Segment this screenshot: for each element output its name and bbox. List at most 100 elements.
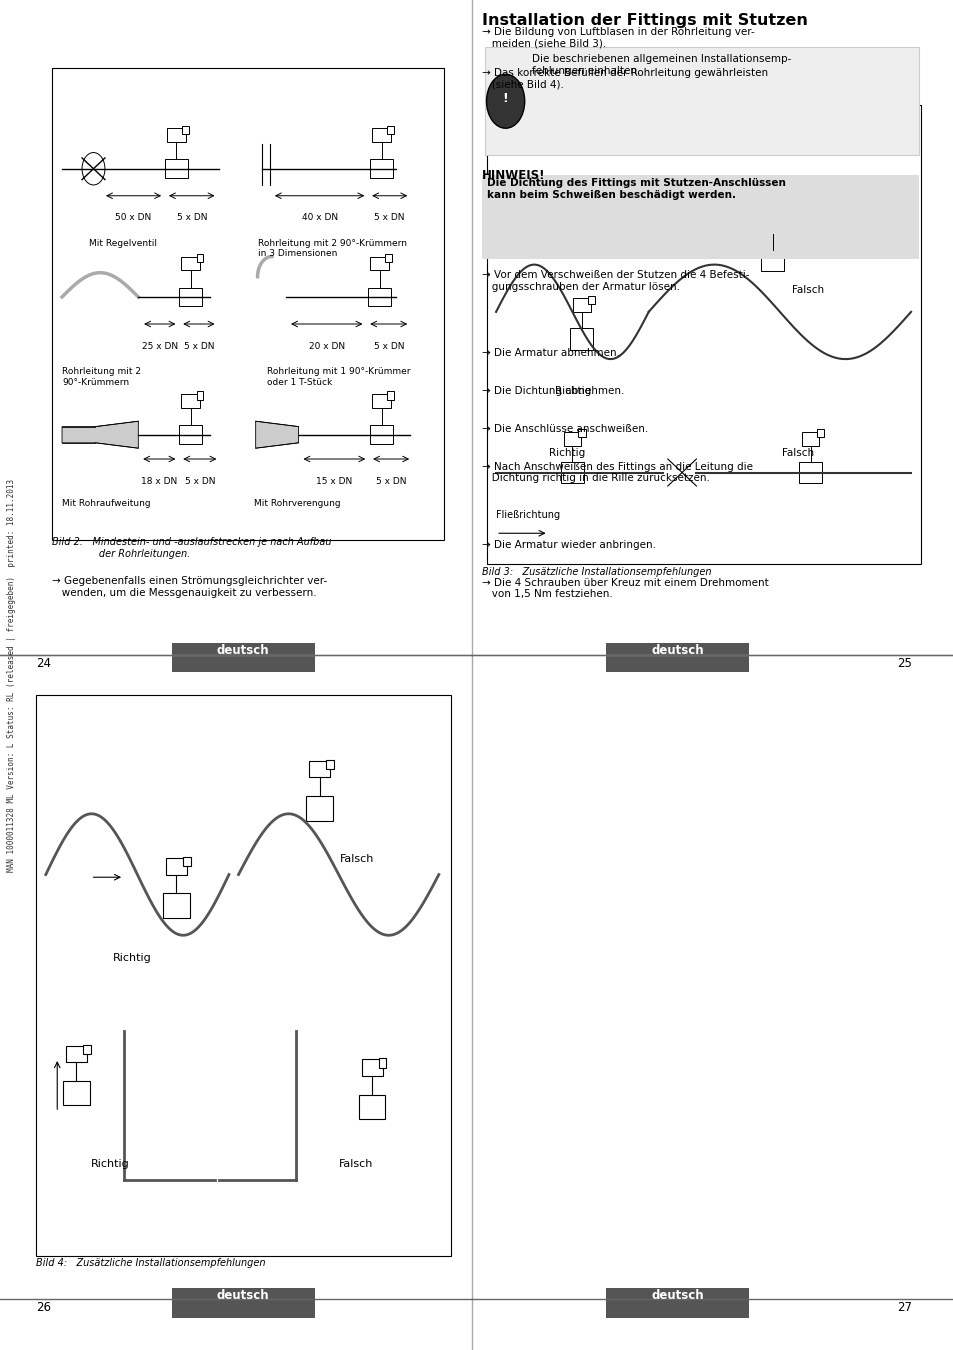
Text: 15 x DN: 15 x DN <box>316 477 352 486</box>
Bar <box>309 761 330 778</box>
Bar <box>181 256 200 270</box>
Text: Mit Rohrverengung: Mit Rohrverengung <box>253 500 340 509</box>
Text: Bild 3:   Zusätzliche Installationsempfehlungen: Bild 3: Zusätzliche Installationsempfehl… <box>481 567 711 576</box>
Text: Die Dichtung des Fittings mit Stutzen-Anschlüssen
kann beim Schweißen beschädigt: Die Dichtung des Fittings mit Stutzen-An… <box>486 178 784 200</box>
Bar <box>172 643 314 672</box>
Circle shape <box>486 74 524 128</box>
Bar <box>63 1081 90 1106</box>
Bar <box>165 159 188 178</box>
Text: Rohrleitung mit 2
90°-Krümmern: Rohrleitung mit 2 90°-Krümmern <box>62 367 141 386</box>
Bar <box>801 432 819 446</box>
Bar <box>387 126 394 134</box>
Bar <box>560 462 583 483</box>
Bar <box>361 1060 382 1076</box>
Text: 26: 26 <box>36 1301 51 1315</box>
Text: Bild 4:   Zusätzliche Installationsempfehlungen: Bild 4: Zusätzliche Installationsempfehl… <box>36 1258 266 1268</box>
Text: 50 x DN: 50 x DN <box>115 213 152 223</box>
Bar <box>385 254 392 262</box>
Text: → Das korrekte Befüllen der Rohrleitung gewährleisten
   (siehe Bild 4).: → Das korrekte Befüllen der Rohrleitung … <box>481 68 767 89</box>
Bar <box>196 254 203 262</box>
Bar <box>83 1045 91 1054</box>
Text: 5 x DN: 5 x DN <box>374 342 403 351</box>
Bar <box>605 643 748 672</box>
Bar <box>36 695 451 1256</box>
Text: 5 x DN: 5 x DN <box>185 477 214 486</box>
Bar <box>778 217 785 225</box>
Bar <box>563 432 580 446</box>
Text: Mit Regelventil: Mit Regelventil <box>89 239 156 248</box>
Text: 24: 24 <box>36 657 51 671</box>
Text: Falsch: Falsch <box>338 1160 373 1169</box>
Text: 20 x DN: 20 x DN <box>309 342 344 351</box>
Text: Richtig: Richtig <box>91 1160 130 1169</box>
Bar <box>370 256 389 270</box>
Bar <box>358 1095 385 1119</box>
Text: → Gegebenenfalls einen Strömungsgleichrichter ver-
   wenden, um die Messgenauig: → Gegebenenfalls einen Strömungsgleichri… <box>52 576 328 598</box>
Text: deutsch: deutsch <box>650 1289 703 1303</box>
Bar <box>163 894 190 918</box>
Text: 5 x DN: 5 x DN <box>375 477 406 486</box>
Text: → Die 4 Schrauben über Kreuz mit einem Drehmoment
   von 1,5 Nm festziehen.: → Die 4 Schrauben über Kreuz mit einem D… <box>481 578 768 599</box>
Text: Richtig: Richtig <box>555 386 591 396</box>
Bar <box>183 857 191 867</box>
Text: Installation der Fittings mit Stutzen: Installation der Fittings mit Stutzen <box>481 14 807 28</box>
Bar <box>166 859 187 875</box>
Text: → Die Dichtung abnehmen.: → Die Dichtung abnehmen. <box>481 386 623 396</box>
Text: 27: 27 <box>896 1301 911 1315</box>
Bar <box>181 394 200 408</box>
Text: Richtig: Richtig <box>548 448 584 458</box>
Text: deutsch: deutsch <box>216 1289 270 1303</box>
Text: → Nach Anschweißen des Fittings an die Leitung die
   Dichtung richtig in die Ri: → Nach Anschweißen des Fittings an die L… <box>481 462 752 483</box>
Bar <box>587 296 595 304</box>
Bar <box>799 462 821 483</box>
Text: Falsch: Falsch <box>339 855 374 864</box>
Bar <box>179 425 202 444</box>
Text: !: ! <box>502 92 508 105</box>
Bar <box>52 68 443 540</box>
Bar <box>605 1288 748 1318</box>
Text: Rohrleitung mit 1 90°-Krümmer
oder 1 T-Stück: Rohrleitung mit 1 90°-Krümmer oder 1 T-S… <box>267 367 410 386</box>
Text: HINWEIS!: HINWEIS! <box>481 169 545 182</box>
Polygon shape <box>255 421 298 448</box>
Bar <box>578 429 585 437</box>
Bar <box>172 1288 314 1318</box>
Bar <box>763 220 781 234</box>
Text: 5 x DN: 5 x DN <box>176 213 207 223</box>
Text: Falsch: Falsch <box>791 285 823 294</box>
Text: 40 x DN: 40 x DN <box>301 213 337 223</box>
Bar <box>481 176 918 259</box>
Bar <box>66 1046 87 1062</box>
Text: Fließrichtung: Fließrichtung <box>496 510 559 520</box>
Text: Bild 2:   Mindestein- und -auslaufstrecken je nach Aufbau
               der Roh: Bild 2: Mindestein- und -auslaufstrecken… <box>52 537 332 559</box>
Bar <box>387 392 394 400</box>
Text: 5 x DN: 5 x DN <box>184 342 213 351</box>
Text: Falsch: Falsch <box>781 448 814 458</box>
Text: Die beschriebenen allgemeinen Installationsemp-
fehlungen einhalten.: Die beschriebenen allgemeinen Installati… <box>532 54 791 76</box>
Text: MAN 1000011328 ML Version: L Status: RL (released | freigegeben)  printed: 18.11: MAN 1000011328 ML Version: L Status: RL … <box>7 478 16 872</box>
Bar <box>179 288 202 306</box>
Text: → Vor dem Verschweißen der Stutzen die 4 Befesti-
   gungsschrauben der Armatur : → Vor dem Verschweißen der Stutzen die 4… <box>481 270 748 292</box>
Bar <box>570 328 593 350</box>
Bar <box>326 760 334 770</box>
Bar <box>372 394 391 408</box>
Text: → Die Armatur wieder anbringen.: → Die Armatur wieder anbringen. <box>481 540 655 549</box>
Polygon shape <box>62 421 138 448</box>
Text: → Die Anschlüsse anschweißen.: → Die Anschlüsse anschweißen. <box>481 424 647 433</box>
Bar <box>573 298 590 312</box>
Bar <box>816 429 823 437</box>
Bar <box>760 250 783 271</box>
Text: deutsch: deutsch <box>650 644 703 657</box>
Circle shape <box>82 153 105 185</box>
Bar <box>486 105 920 564</box>
Bar <box>196 392 203 400</box>
Text: deutsch: deutsch <box>216 644 270 657</box>
Text: → Die Armatur abnehmen.: → Die Armatur abnehmen. <box>481 348 619 358</box>
Text: Mit Rohraufweitung: Mit Rohraufweitung <box>62 500 151 509</box>
Text: 25: 25 <box>896 657 911 671</box>
Bar <box>306 796 333 821</box>
Text: 5 x DN: 5 x DN <box>375 213 404 223</box>
Text: 18 x DN: 18 x DN <box>141 477 177 486</box>
Text: 25 x DN: 25 x DN <box>142 342 177 351</box>
Bar <box>182 126 189 134</box>
Bar <box>370 425 393 444</box>
